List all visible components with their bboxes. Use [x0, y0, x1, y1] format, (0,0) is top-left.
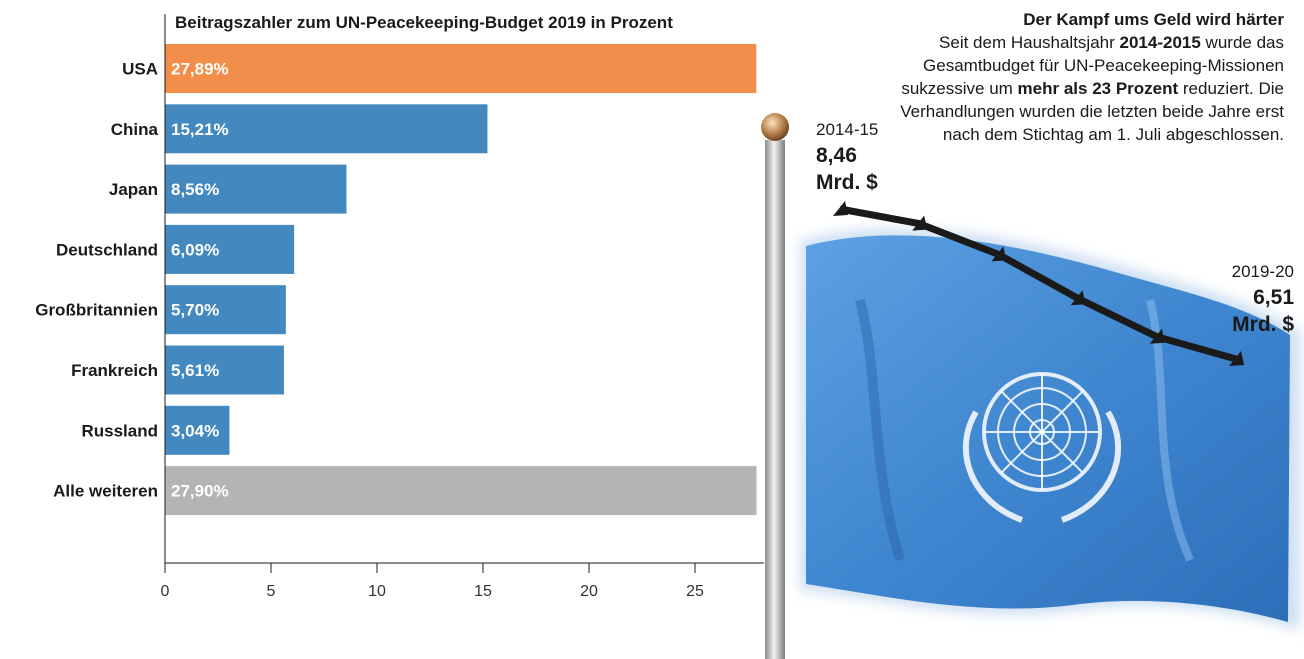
trend-end-unit: Mrd. $ — [1232, 313, 1294, 336]
bar-grossbritannien — [165, 285, 286, 335]
info-title: Der Kampf ums Geld wird härter — [1023, 10, 1284, 29]
value-label-alle-weiteren: 27,90% — [171, 482, 229, 501]
value-label-japan: 8,56% — [171, 180, 219, 199]
info-text-part: wurde das Gesamtbudget für UN-Peacekeepi… — [901, 33, 1284, 98]
bar-alle-weiteren — [165, 466, 757, 516]
flagpole — [765, 140, 785, 659]
trend-start-value: 8,46 — [816, 144, 857, 167]
flag-illustration — [761, 113, 1300, 659]
bar-russland — [165, 405, 230, 455]
trend-end-period: 2019-20 — [1232, 262, 1294, 281]
category-label-russland: Russland — [81, 421, 158, 440]
trend-point-marker — [991, 246, 1007, 262]
value-label-frankreich: 5,61% — [171, 361, 219, 380]
value-label-deutschland: 6,09% — [171, 240, 219, 259]
info-box: Der Kampf ums Geld wird härter Seit dem … — [884, 8, 1284, 146]
trend-point-marker — [833, 201, 848, 216]
info-text-part: reduziert. Die Verhandlungen wurden die … — [900, 79, 1284, 144]
bar-usa — [165, 44, 757, 93]
trend-point-marker — [912, 215, 928, 231]
flagpole-finial — [761, 113, 789, 141]
value-label-usa: 27,89% — [171, 60, 229, 79]
info-highlight-percent: mehr als 23 Prozent — [1017, 79, 1179, 98]
x-tick-label: 10 — [368, 583, 386, 600]
info-text: Seit dem Haushaltsjahr 2014-2015 wurde d… — [884, 31, 1284, 146]
trend-line-path — [839, 205, 1237, 363]
info-highlight-period: 2014-2015 — [1119, 33, 1201, 52]
trend-start-unit: Mrd. $ — [816, 171, 878, 194]
trend-point-marker — [1149, 328, 1165, 344]
x-tick-label: 0 — [161, 583, 170, 600]
trend-start-period: 2014-15 — [816, 120, 878, 139]
flag-fold — [1146, 299, 1194, 562]
trend-point-marker — [1229, 351, 1244, 366]
category-label-deutschland: Deutschland — [56, 240, 158, 259]
bar-frankreich — [165, 345, 284, 395]
un-emblem-icon — [962, 372, 1122, 523]
axis-layer: 0 5 10 15 20 25 — [161, 14, 764, 600]
value-label-russland: 3,04% — [171, 421, 219, 440]
value-label-grossbritannien: 5,70% — [171, 301, 219, 320]
info-text-part: Seit dem Haushaltsjahr — [939, 33, 1120, 52]
bar-deutschland — [165, 224, 295, 274]
trend-point-marker — [1070, 290, 1086, 306]
budget-trend-line — [833, 201, 1244, 366]
bar-japan — [165, 164, 347, 214]
trend-end-value: 6,51 — [1253, 286, 1294, 309]
un-flag-icon — [806, 235, 1290, 622]
flag-fold — [855, 298, 905, 562]
category-label-frankreich: Frankreich — [71, 361, 158, 380]
value-label-china: 15,21% — [171, 120, 229, 139]
x-tick-label: 25 — [686, 583, 704, 600]
category-label-usa: USA — [122, 60, 158, 79]
category-label-alle-weiteren: Alle weiteren — [53, 482, 158, 501]
category-label-china: China — [111, 120, 159, 139]
chart-title: Beitragszahler zum UN-Peacekeeping-Budge… — [175, 13, 673, 32]
x-tick-label: 15 — [474, 583, 492, 600]
bar-china — [165, 104, 488, 154]
x-tick-label: 20 — [580, 583, 598, 600]
category-label-grossbritannien: Großbritannien — [35, 301, 158, 320]
category-label-japan: Japan — [109, 180, 158, 199]
bars-layer: USA 27,89% China 15,21% Japan 8,56% Deutschlan… — [35, 44, 757, 516]
x-tick-label: 5 — [267, 583, 276, 600]
